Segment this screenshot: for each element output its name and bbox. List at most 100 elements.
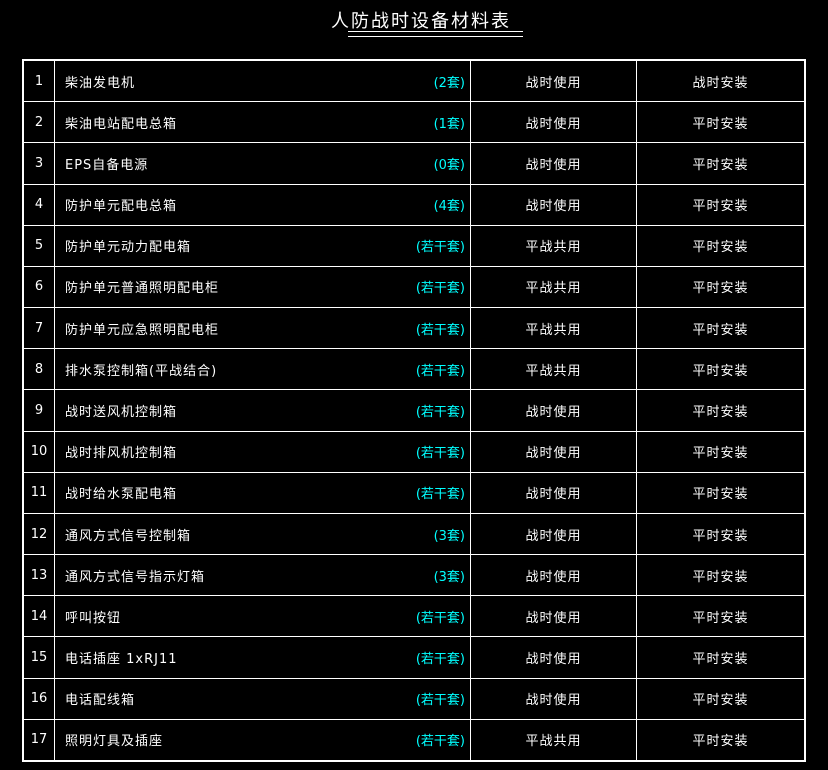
item-name-cell: 通风方式信号指示灯箱 (3套) <box>55 555 470 596</box>
install-cell: 平时安装 <box>637 308 804 349</box>
item-quantity: (若干套) <box>415 610 465 626</box>
row-number: 1 <box>24 61 54 102</box>
item-name: 通风方式信号控制箱 <box>65 528 192 544</box>
item-name-cell: 战时排风机控制箱 (若干套) <box>55 431 470 472</box>
row-number: 2 <box>24 102 54 143</box>
item-name-cell: 柴油发电机 (2套) <box>55 61 470 102</box>
item-quantity: (若干套) <box>415 652 465 668</box>
row-number: 13 <box>24 555 54 596</box>
item-name: 防护单元应急照明配电柜 <box>65 322 220 338</box>
usage-cell: 战时使用 <box>471 184 636 225</box>
usage-cell: 平战共用 <box>471 225 636 266</box>
usage-cell: 战时使用 <box>471 678 636 719</box>
item-quantity: (若干套) <box>415 734 465 750</box>
item-quantity: (0套) <box>433 157 465 173</box>
install-cell: 战时安装 <box>637 61 804 102</box>
install-cell: 平时安装 <box>637 555 804 596</box>
item-name: EPS自备电源 <box>65 157 149 173</box>
item-quantity: (若干套) <box>415 322 465 338</box>
install-cell: 平时安装 <box>637 678 804 719</box>
row-number: 12 <box>24 513 54 555</box>
row-number: 5 <box>24 225 54 266</box>
item-quantity: (若干套) <box>415 404 465 420</box>
row-number: 7 <box>24 308 54 349</box>
item-quantity: (若干套) <box>415 446 465 462</box>
usage-cell: 战时使用 <box>471 390 636 431</box>
item-quantity: (3套) <box>433 528 465 544</box>
item-name: 柴油电站配电总箱 <box>65 116 178 132</box>
usage-cell: 战时使用 <box>471 61 636 102</box>
install-cell: 平时安装 <box>637 596 804 637</box>
row-number: 6 <box>24 266 54 308</box>
item-quantity: (4套) <box>433 199 465 215</box>
item-name-cell: 防护单元动力配电箱 (若干套) <box>55 225 470 266</box>
item-name-cell: 照明灯具及插座 (若干套) <box>55 719 470 760</box>
usage-cell: 战时使用 <box>471 472 636 513</box>
item-name-cell: 防护单元应急照明配电柜 (若干套) <box>55 308 470 349</box>
row-number: 11 <box>24 472 54 513</box>
item-name: 通风方式信号指示灯箱 <box>65 569 206 585</box>
row-number: 14 <box>24 596 54 637</box>
item-name: 柴油发电机 <box>65 75 136 91</box>
table-title: 人防战时设备材料表 <box>331 11 511 32</box>
usage-cell: 战时使用 <box>471 637 636 678</box>
item-name: 战时送风机控制箱 <box>65 404 178 420</box>
row-number: 3 <box>24 143 54 184</box>
install-cell: 平时安装 <box>637 513 804 555</box>
usage-cell: 战时使用 <box>471 513 636 555</box>
install-cell: 平时安装 <box>637 184 804 225</box>
usage-cell: 平战共用 <box>471 308 636 349</box>
row-number: 15 <box>24 637 54 678</box>
install-cell: 平时安装 <box>637 143 804 184</box>
item-name-cell: 呼叫按钮 (若干套) <box>55 596 470 637</box>
usage-cell: 平战共用 <box>471 349 636 390</box>
install-cell: 平时安装 <box>637 390 804 431</box>
row-number: 8 <box>24 349 54 390</box>
item-name: 呼叫按钮 <box>65 610 122 626</box>
item-name-cell: 柴油电站配电总箱 (1套) <box>55 102 470 143</box>
install-cell: 平时安装 <box>637 472 804 513</box>
usage-cell: 战时使用 <box>471 431 636 472</box>
item-name-cell: 通风方式信号控制箱 (3套) <box>55 513 470 555</box>
item-name: 防护单元配电总箱 <box>65 199 178 215</box>
item-name-cell: 防护单元配电总箱 (4套) <box>55 184 470 225</box>
install-cell: 平时安装 <box>637 266 804 308</box>
item-quantity: (若干套) <box>415 281 465 297</box>
item-name: 电话插座 1xRJ11 <box>65 652 178 668</box>
title-underline <box>348 31 523 37</box>
item-quantity: (3套) <box>433 569 465 585</box>
install-cell: 平时安装 <box>637 431 804 472</box>
item-name-cell: 排水泵控制箱(平战结合) (若干套) <box>55 349 470 390</box>
item-name: 战时排风机控制箱 <box>65 446 178 462</box>
item-quantity: (若干套) <box>415 487 465 503</box>
row-number: 4 <box>24 184 54 225</box>
item-name-cell: 电话插座 1xRJ11 (若干套) <box>55 637 470 678</box>
install-cell: 平时安装 <box>637 102 804 143</box>
item-name-cell: 战时送风机控制箱 (若干套) <box>55 390 470 431</box>
item-quantity: (若干套) <box>415 363 465 379</box>
install-cell: 平时安装 <box>637 349 804 390</box>
row-number: 10 <box>24 431 54 472</box>
row-number: 9 <box>24 390 54 431</box>
item-quantity: (2套) <box>433 75 465 91</box>
row-number: 16 <box>24 678 54 719</box>
item-name: 战时给水泵配电箱 <box>65 487 178 503</box>
usage-cell: 战时使用 <box>471 555 636 596</box>
usage-cell: 平战共用 <box>471 266 636 308</box>
row-number: 17 <box>24 719 54 760</box>
item-quantity: (若干套) <box>415 693 465 709</box>
usage-cell: 战时使用 <box>471 596 636 637</box>
item-name: 照明灯具及插座 <box>65 734 164 750</box>
usage-cell: 战时使用 <box>471 102 636 143</box>
item-quantity: (若干套) <box>415 240 465 256</box>
item-quantity: (1套) <box>433 116 465 132</box>
item-name-cell: 防护单元普通照明配电柜 (若干套) <box>55 266 470 308</box>
item-name: 电话配线箱 <box>65 693 136 709</box>
usage-cell: 平战共用 <box>471 719 636 760</box>
item-name-cell: 电话配线箱 (若干套) <box>55 678 470 719</box>
equipment-table: 1 柴油发电机 (2套) 战时使用 战时安装 2 柴油电站配电总箱 (1套) 战时使用 平时安装 3… <box>22 59 806 762</box>
item-name: 防护单元普通照明配电柜 <box>65 281 220 297</box>
item-name-cell: 战时给水泵配电箱 (若干套) <box>55 472 470 513</box>
item-name-cell: EPS自备电源 (0套) <box>55 143 470 184</box>
